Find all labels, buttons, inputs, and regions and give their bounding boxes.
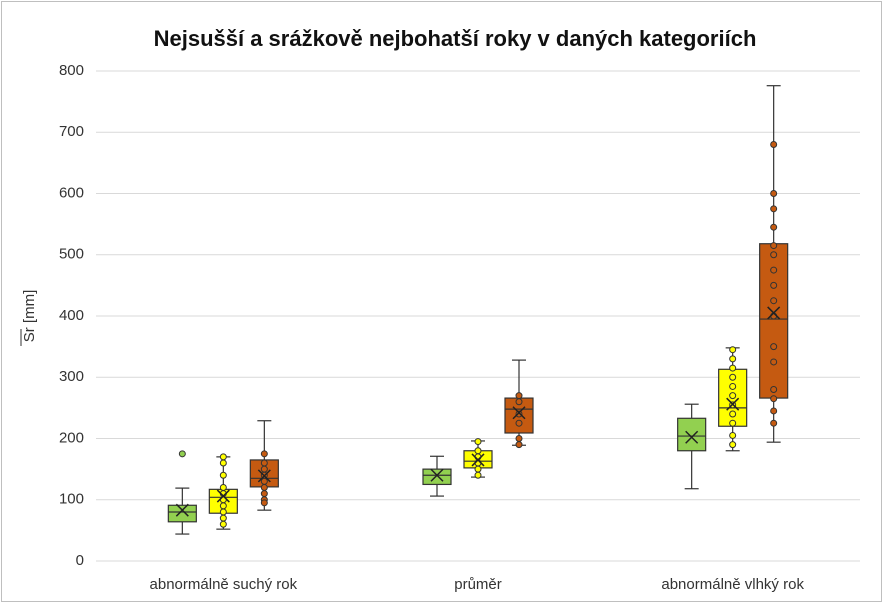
data-point [474, 438, 482, 446]
mean-marker [685, 430, 699, 444]
data-point [260, 465, 268, 473]
mean-marker [767, 306, 781, 320]
chart-title: Nejsušší a srážkově nejbohatší roky v da… [154, 26, 757, 51]
data-point [260, 459, 268, 467]
data-point [219, 484, 227, 491]
data-point [260, 490, 268, 498]
x-tick-label: průměr [454, 576, 502, 593]
data-point [474, 471, 482, 479]
mean-marker [726, 397, 740, 411]
box [167, 504, 197, 523]
data-point [729, 392, 737, 400]
data-point [770, 407, 778, 415]
data-point [770, 343, 778, 351]
data-point [260, 477, 268, 485]
x-tick-label: abnormálně suchý rok [150, 576, 298, 593]
data-point [770, 223, 778, 231]
data-point [729, 419, 737, 427]
y-tick-label: 300 [59, 368, 84, 385]
data-point [770, 251, 778, 259]
data-point [260, 484, 268, 491]
data-point [219, 459, 227, 467]
data-point [515, 398, 523, 406]
data-point [260, 450, 268, 458]
data-point [729, 410, 737, 418]
box [422, 468, 452, 486]
data-point [219, 520, 227, 528]
data-point [770, 190, 778, 197]
mean-marker [471, 453, 485, 467]
data-point [219, 514, 227, 522]
y-axis-label: Sr [mm] [21, 290, 38, 343]
data-point [770, 386, 778, 393]
data-point [770, 281, 778, 289]
data-point [515, 441, 523, 449]
mean-marker [512, 406, 526, 420]
data-point [515, 419, 523, 427]
data-point [474, 447, 482, 455]
data-point [515, 410, 523, 418]
data-point [219, 471, 227, 479]
data-point [219, 508, 227, 516]
mean-marker [175, 503, 189, 517]
data-point [770, 297, 778, 305]
data-point [178, 450, 186, 458]
data-point [770, 266, 778, 274]
data-point [729, 346, 737, 354]
y-tick-label: 600 [59, 184, 84, 201]
data-point [729, 355, 737, 363]
data-point [770, 395, 778, 403]
data-point [770, 141, 778, 148]
data-point [770, 358, 778, 366]
data-point [474, 465, 482, 473]
data-point [729, 373, 737, 381]
y-tick-label: 200 [59, 429, 84, 446]
data-point [260, 499, 268, 507]
data-point [770, 205, 778, 213]
data-point [770, 419, 778, 427]
y-tick-label: 0 [76, 552, 84, 569]
data-point [219, 453, 227, 461]
mean-marker [430, 468, 444, 482]
data-point [515, 392, 523, 400]
data-point [515, 435, 523, 442]
x-tick-label: abnormálně vlhký rok [661, 576, 804, 593]
mean-marker [257, 469, 271, 483]
y-tick-label: 400 [59, 307, 84, 324]
y-tick-label: 800 [59, 62, 84, 79]
data-point [770, 242, 778, 250]
mean-marker [216, 489, 230, 503]
y-tick-label: 700 [59, 123, 84, 140]
data-point [729, 441, 737, 449]
box [677, 417, 707, 452]
y-tick-label: 500 [59, 246, 84, 263]
data-point [729, 431, 737, 439]
data-point [729, 382, 737, 390]
y-tick-label: 100 [59, 491, 84, 508]
data-point [729, 364, 737, 372]
data-point [219, 502, 227, 510]
